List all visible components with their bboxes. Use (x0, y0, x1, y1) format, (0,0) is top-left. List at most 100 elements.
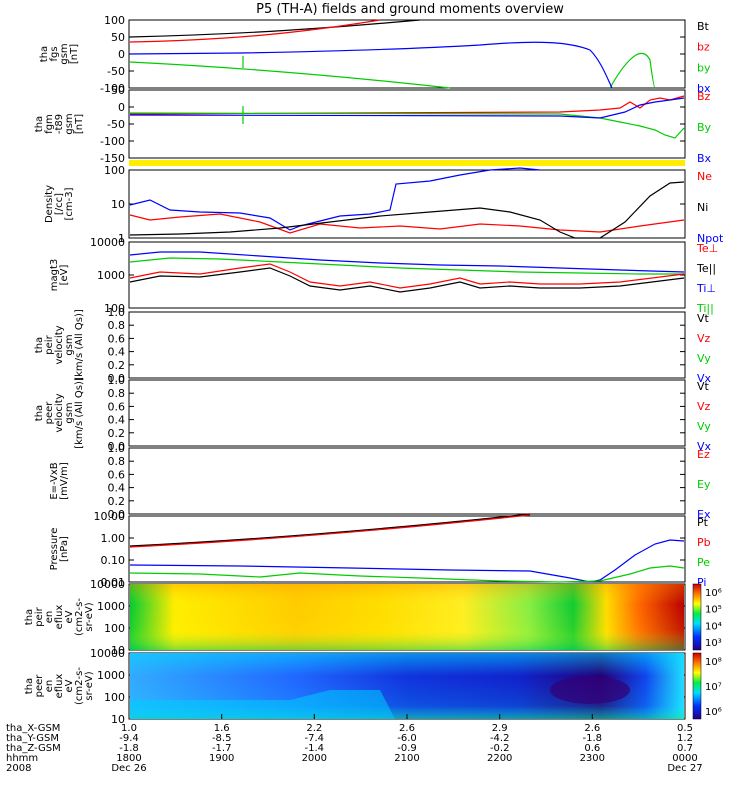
panel-8-legend-label: Pb (697, 536, 711, 549)
panel-2-ylabel: [nT] (74, 114, 85, 134)
panel-5-legend-label: Vy (697, 352, 711, 365)
te-perp-curve (129, 263, 685, 289)
panel-5-ytick-label: 0.4 (108, 346, 126, 359)
panel-6-legend-label: Vy (697, 420, 711, 433)
panel-5-ylabel: gsm (64, 334, 75, 355)
x-axis-tick-z: -0.9 (397, 743, 417, 754)
panel-8-legend-label: Pt (697, 516, 709, 529)
panel-9-ylabel: eflux (54, 605, 65, 630)
panel-1-ytick-label: 0 (118, 48, 125, 61)
panel-7-ytick-label: 0.2 (108, 495, 126, 508)
bx-curve (129, 41, 613, 89)
ne-curve (129, 213, 685, 234)
x-axis-tick-z: 0.6 (584, 743, 600, 754)
panel-10-ylabel: en (44, 680, 55, 693)
panel-6-ytick-label: 0.0 (108, 440, 126, 453)
panel-9-ylabel: tha (24, 609, 35, 625)
panel-9-ytick-label: 100 (104, 622, 125, 635)
panel-2-ylabel: gsm (64, 113, 75, 134)
npot-curve (129, 167, 541, 231)
panel-10-ylabel: eflux (54, 674, 65, 699)
pt-curve (129, 513, 531, 547)
panel-8-frame (128, 515, 686, 583)
panel-9-colorbar-label: 10⁶ (705, 588, 722, 599)
panel-7-legend-label: Ey (697, 478, 711, 491)
panel-9-colorbar-label: 10⁵ (705, 605, 722, 616)
panel-7-ytick-label: 0.8 (108, 455, 126, 468)
x-axis-tick-x: 2.6 (399, 723, 415, 734)
x-axis-tick-date: Dec 26 (111, 763, 146, 774)
panel-1-frame (128, 19, 686, 89)
bt-curve (129, 19, 421, 38)
panel-9-ylabel: (cm2-s- (74, 598, 85, 636)
te-par-curve (129, 267, 685, 293)
separator-strip (129, 160, 685, 166)
panel-8-legend-label: Pe (697, 556, 710, 569)
panel-2-legend-label: Bx (697, 152, 712, 165)
by-t89-curve (129, 112, 685, 139)
panel-6-ylabel: gsm (64, 402, 75, 423)
panel-2-legend-label: Bz (697, 90, 711, 103)
panel-10-ytick-label: 1000 (97, 669, 125, 682)
x-axis-tick-y: -7.4 (305, 733, 325, 744)
panel-6-ytick-label: 0.2 (108, 427, 126, 440)
x-axis-tick-z: -1.8 (119, 743, 139, 754)
panel-4-ytick-label: 10000 (90, 236, 125, 249)
panel-7-legend-label: Ez (697, 448, 710, 461)
panel-8-ytick-label: 0.01 (101, 576, 126, 589)
panel-5-ytick-label: 0.2 (108, 359, 126, 372)
panel-9-ylabel: sr-eV) (84, 602, 95, 631)
panel-10-ylabel: peer (34, 674, 45, 698)
panel-6-ylabel: peer (44, 401, 55, 425)
panel-3-ytick-label: 100 (104, 164, 125, 177)
x-axis-tick-hhmm: 2000 (302, 753, 327, 764)
x-axis-tick-y: -1.8 (583, 733, 603, 744)
panel-10-ylabel: eV (64, 679, 75, 692)
panel-6-ytick-label: 1.0 (108, 374, 126, 387)
panel-4-legend-label: Ti⊥ (696, 282, 716, 295)
chart-title: P5 (TH-A) fields and ground moments over… (256, 2, 564, 17)
panel-1-legend-label: by (697, 61, 711, 74)
panel-1-ytick-label: -100 (100, 82, 125, 95)
x-axis-tick-y: -9.4 (119, 733, 139, 744)
ti-perp-curve (129, 251, 685, 273)
x-axis-tick-y: -4.2 (490, 733, 510, 744)
panel-6-legend-label: Vt (697, 380, 710, 393)
panel-1-ylabel: [nT] (69, 44, 80, 64)
electron-spectrogram (130, 653, 684, 719)
panel-5-ylabel: tha (34, 337, 45, 353)
panel-3-ytick-label: 1 (118, 232, 125, 245)
panel-3-ylabel: [/cc] (54, 193, 65, 215)
panel-7-ylabel: E=-VxB (49, 462, 60, 499)
panel-2-ytick-label: 50 (111, 84, 125, 97)
panel-6-ylabel: [km/s (All Qs)] (74, 377, 85, 449)
panel-5-legend-label: Vz (697, 332, 711, 345)
panel-9-ytick-label: 10 (111, 644, 125, 657)
panel-2-ytick-label: -150 (100, 152, 125, 165)
ti-par-curve (129, 257, 684, 275)
x-axis-row-label: tha_X-GSM (6, 723, 60, 734)
panel-6-legend-label: Vz (697, 400, 711, 413)
panel-6-ytick-label: 0.4 (108, 414, 126, 427)
electron-spectrogram-core (550, 676, 630, 704)
x-axis-tick-y: -8.5 (212, 733, 232, 744)
panel-1-ylabel: tha (39, 46, 50, 62)
panel-10-ytick-label: 100 (104, 691, 125, 704)
panel-10-ylabel: tha (24, 678, 35, 694)
panel-4-curves (129, 251, 685, 293)
panel-8-ytick-label: 10.00 (94, 510, 126, 523)
panel-10-colorbar-label: 10⁶ (705, 707, 722, 718)
x-axis-tick-x: 0.5 (677, 723, 693, 734)
panel-5-legend-label: Vt (697, 312, 710, 325)
panel-9-ylabel: peir (34, 606, 45, 626)
electron-colorbar (692, 652, 702, 720)
pi-curve (129, 539, 685, 583)
panel-9-ylabel: eV (64, 610, 75, 623)
panel-8-ylabel: [nPa] (59, 536, 70, 562)
panel-1-legend-label: Bt (697, 20, 710, 33)
panel-7-ylabel: [mV/m] (59, 462, 70, 500)
panel-3-legend-label: Ne (697, 170, 712, 183)
panel-5-ytick-label: 0.0 (108, 372, 126, 385)
